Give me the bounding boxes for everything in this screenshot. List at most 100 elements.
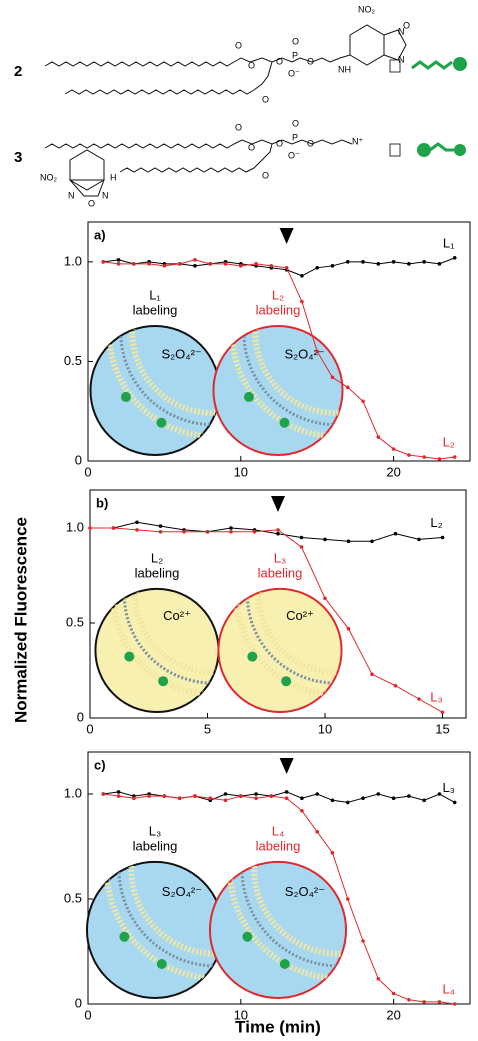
atom: NH: [338, 64, 351, 74]
structure-2: 2 NO₂ O N N NH O O P O⁻ O O O O: [14, 4, 467, 104]
atom: O: [292, 118, 299, 128]
probe-icon: [411, 60, 453, 70]
data-point: [177, 796, 182, 800]
data-point: [407, 262, 411, 266]
data-point: [391, 447, 396, 451]
probe: [242, 931, 253, 942]
inset-ion: S₂O₄²⁻: [162, 884, 202, 899]
data-point: [88, 526, 92, 530]
atom: O: [307, 138, 314, 148]
data-point: [284, 790, 289, 794]
data-point: [208, 796, 213, 800]
probe: [243, 391, 254, 402]
data-point: [346, 626, 351, 631]
probe-icon: [453, 57, 467, 71]
atom: O: [276, 56, 283, 66]
data-point: [269, 794, 274, 798]
x-tick-label: 0: [84, 1007, 91, 1022]
x-tick-label: 20: [386, 1007, 400, 1022]
data-point: [345, 800, 350, 805]
data-point: [252, 530, 257, 534]
data-point: [299, 545, 304, 549]
probe: [119, 931, 130, 942]
data-point: [393, 531, 398, 536]
data-point: [407, 998, 411, 1002]
series-label: L₁: [443, 235, 455, 250]
data-point: [101, 792, 106, 796]
y-tick-label: 0.5: [64, 890, 82, 905]
data-point: [147, 262, 151, 266]
plot-frame: [87, 751, 471, 1005]
data-point: [417, 537, 421, 542]
data-point: [239, 264, 243, 268]
probe: [158, 676, 169, 687]
data-point: [452, 256, 457, 260]
atom: O: [88, 198, 95, 208]
data-point: [193, 794, 197, 798]
atom: N: [398, 54, 405, 64]
data-point: [361, 796, 365, 800]
y-axis-title: Normalized Fluorescence: [11, 517, 30, 723]
atom: NO₂: [358, 4, 376, 14]
series-label: L₄: [442, 981, 455, 996]
probe-icon: [454, 144, 466, 156]
data-point: [300, 796, 304, 800]
data-point: [147, 794, 151, 798]
data-point: [300, 273, 304, 278]
chain: [253, 143, 273, 169]
inset-ion: S₂O₄²⁻: [284, 346, 324, 361]
data-point: [407, 453, 411, 457]
bilayer: [132, 588, 219, 675]
chain: [44, 143, 235, 149]
inset-label: labeling: [256, 302, 301, 317]
atom: N: [68, 190, 75, 200]
atom: N: [398, 26, 405, 36]
inset-label: labeling: [135, 565, 180, 580]
inset-label: L₂: [151, 550, 163, 565]
ring: [69, 149, 105, 191]
data-point: [116, 794, 121, 798]
series-label: L₂: [443, 434, 455, 449]
data-point: [323, 537, 327, 542]
data-point: [407, 794, 411, 798]
atom: P: [292, 50, 298, 60]
probe-icon: [417, 143, 431, 157]
data-point: [223, 792, 228, 796]
compound-number: 3: [14, 149, 22, 166]
inset-ion: S₂O₄²⁻: [285, 884, 325, 899]
box-symbol: [389, 143, 401, 157]
compound-number: 2: [14, 63, 22, 80]
data-point: [205, 530, 210, 534]
data-point: [315, 830, 320, 834]
y-tick-label: 1.0: [64, 785, 82, 800]
data-point: [452, 1002, 457, 1006]
series-label: L₃: [430, 690, 443, 705]
chain: [233, 139, 353, 145]
data-point: [376, 435, 381, 439]
box-symbol: [389, 59, 401, 73]
data-point: [276, 528, 280, 532]
data-point: [223, 262, 228, 266]
y-tick-label: 0.5: [64, 353, 82, 368]
series-line: [103, 259, 455, 460]
atom: O⁻: [288, 68, 300, 78]
data-point: [330, 851, 335, 855]
series-line: [103, 257, 455, 277]
atom: O: [403, 20, 410, 30]
atom: N⁺: [352, 136, 363, 146]
data-point: [254, 262, 258, 266]
atom: H: [110, 172, 117, 182]
data-point: [422, 1000, 426, 1004]
data-point: [437, 792, 442, 796]
data-point: [323, 596, 327, 601]
inset-label: L₃: [149, 823, 162, 838]
atom: O⁻: [288, 150, 300, 160]
inset-label: L₃: [274, 550, 287, 565]
x-tick-label: 15: [435, 721, 449, 736]
data-point: [269, 264, 274, 268]
data-point: [361, 939, 365, 943]
data-point: [101, 260, 106, 264]
data-point: [132, 262, 136, 266]
atom: O: [262, 94, 269, 104]
